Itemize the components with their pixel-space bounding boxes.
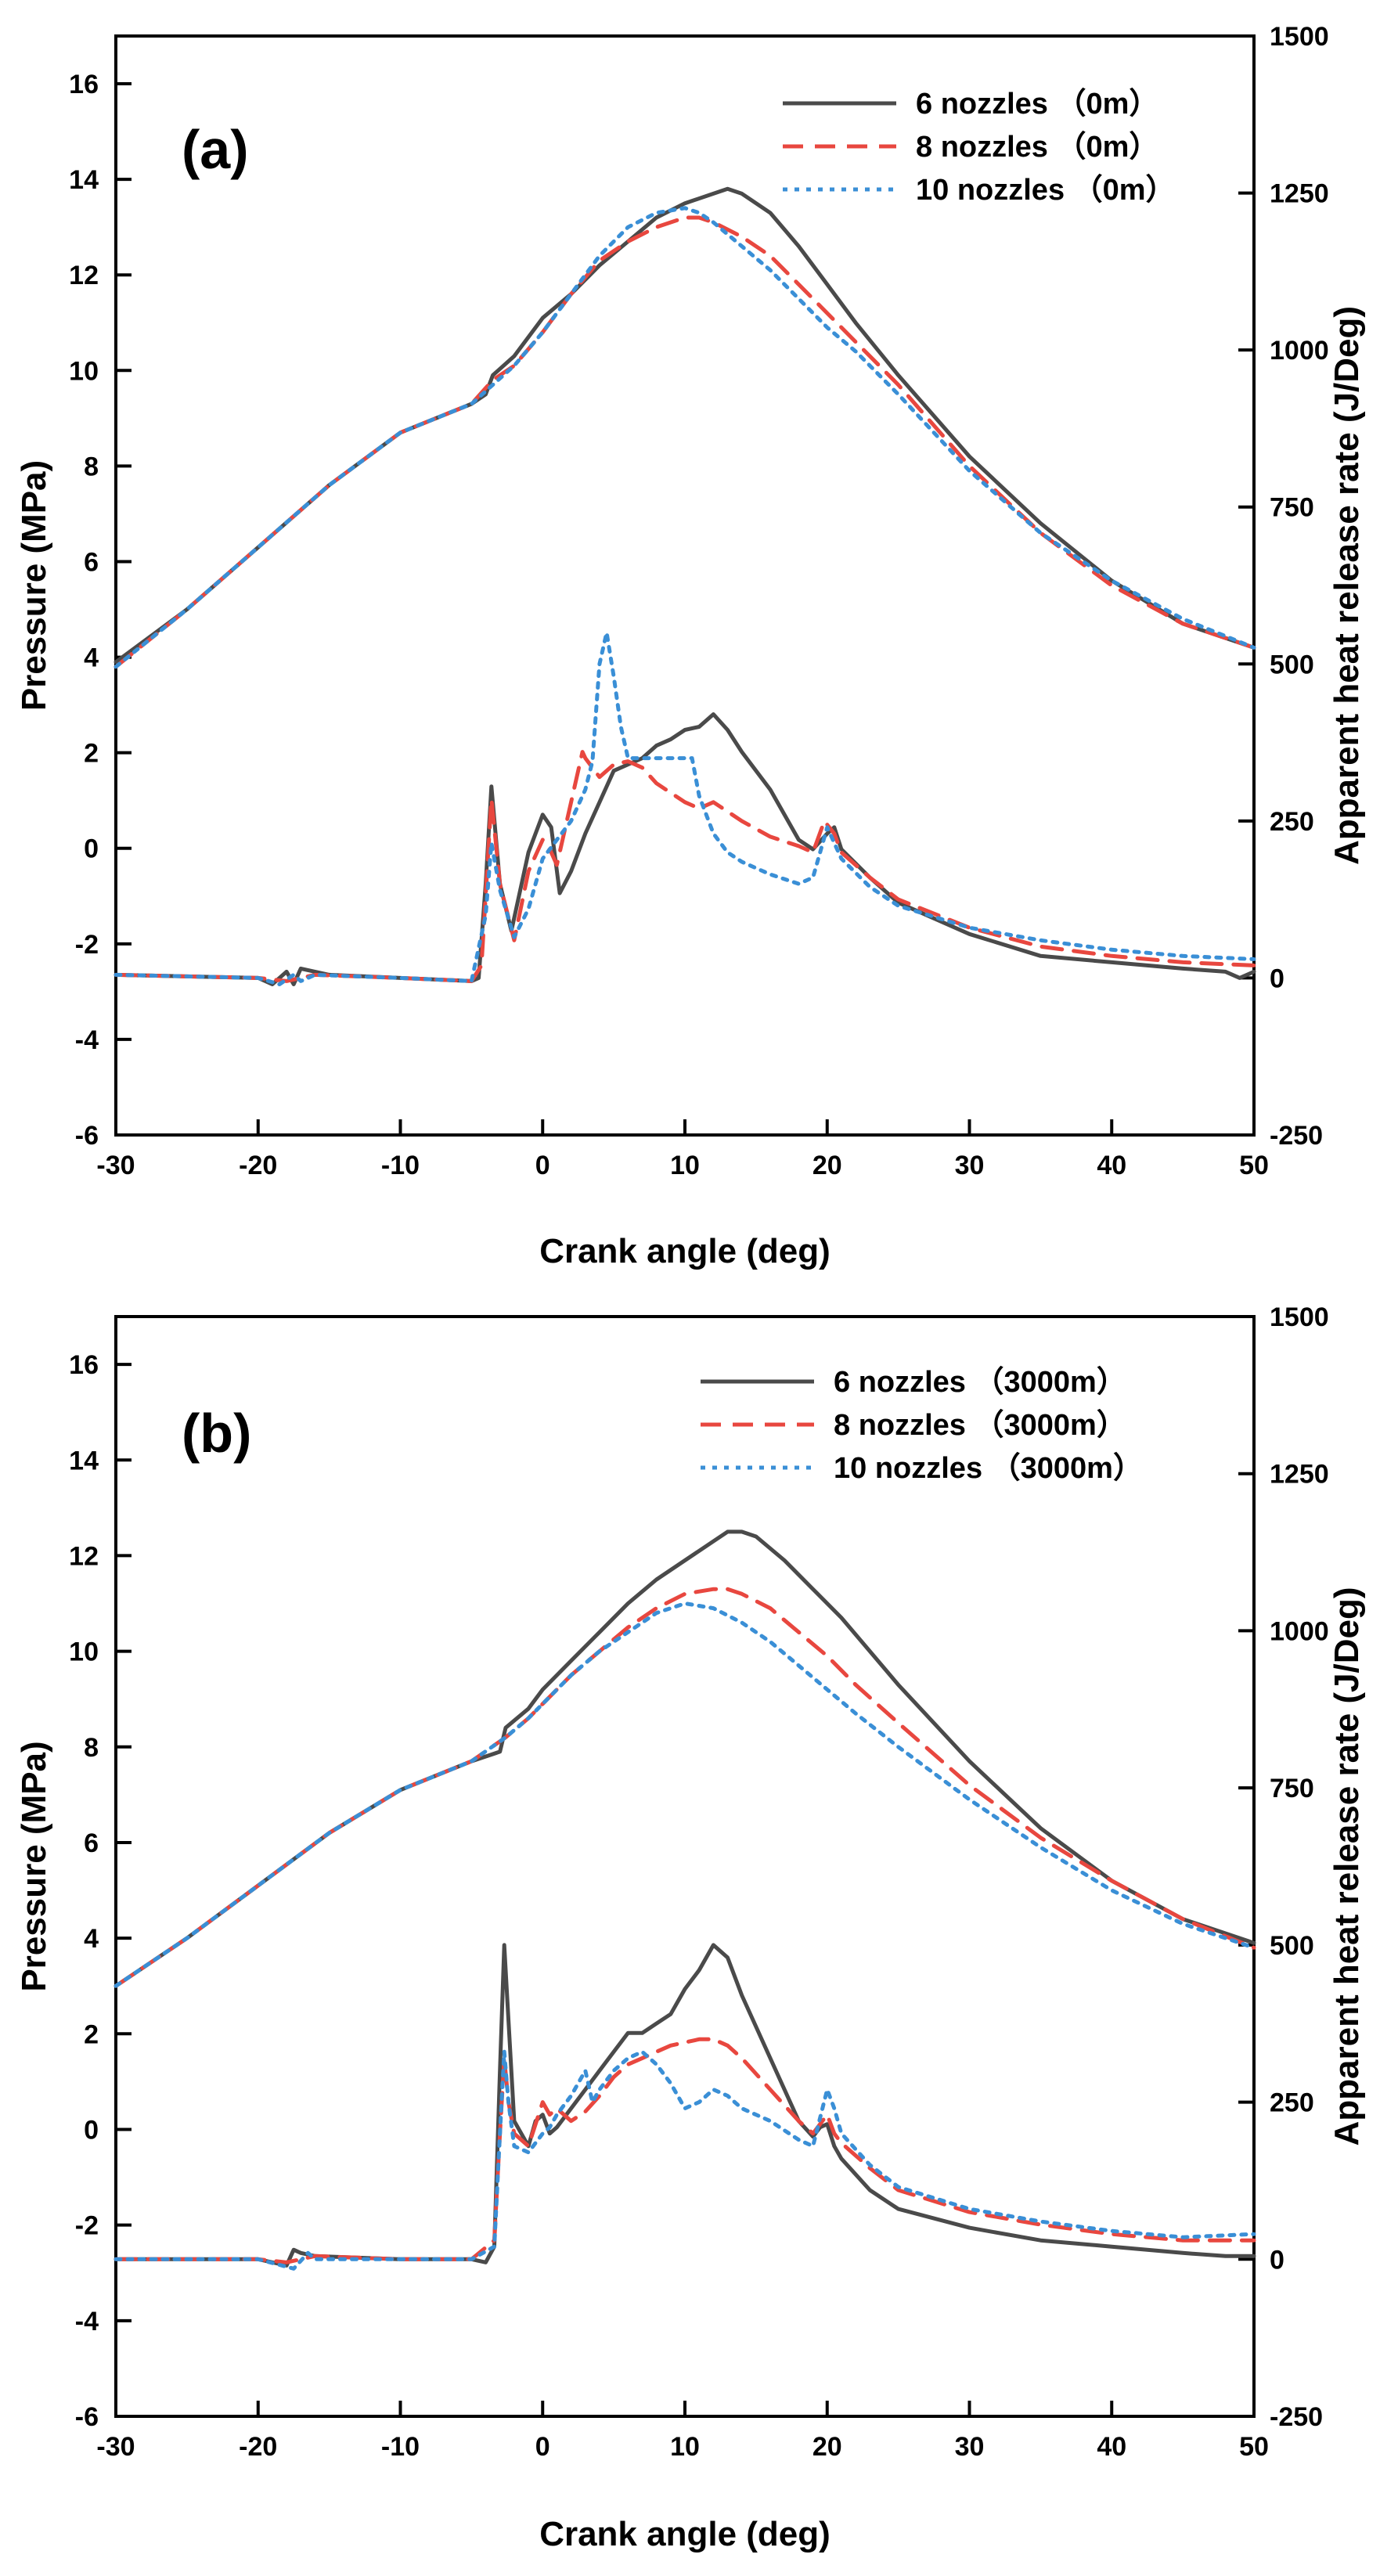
legend-label-10-nozzles: 10 nozzles （0m）	[916, 174, 1176, 207]
x-tick-label: 10	[670, 1151, 700, 1180]
x-tick-label: 0	[535, 2432, 550, 2462]
y2-tick-label: -250	[1270, 1121, 1323, 1151]
panel-label-a: (a)	[182, 119, 249, 180]
hrr-line-6-nozzles	[113, 1943, 1256, 2268]
series-lines-a	[113, 186, 1256, 986]
y2-tick-label: 750	[1270, 1774, 1314, 1803]
x-tick-label: 20	[813, 2432, 842, 2462]
y-tick-label: 0	[84, 834, 99, 864]
y-tick-label: 6	[84, 547, 99, 577]
x-tick-label: -10	[381, 2432, 420, 2462]
y-tick-label: 10	[69, 1637, 99, 1667]
y2-axis-title-b: Apparent heat release rate (J/Deg)	[1328, 1587, 1366, 2145]
y-tick-label: 12	[69, 1541, 99, 1571]
x-tick-label: -10	[381, 1151, 420, 1180]
x-tick-label: 30	[955, 2432, 985, 2462]
y-tick-label: -6	[75, 2402, 99, 2432]
legend-label-8-nozzles: 8 nozzles （3000m）	[834, 1409, 1126, 1442]
pressure-line-6-nozzles	[113, 1529, 1256, 1988]
y-tick-label: 16	[69, 70, 99, 99]
x-tick-label: -30	[96, 1151, 135, 1180]
x-tick-label: 50	[1239, 2432, 1269, 2462]
panel-label-b: (b)	[182, 1403, 251, 1464]
y-tick-label: 14	[69, 1446, 99, 1475]
y2-tick-label: 500	[1270, 1931, 1314, 1961]
y2-tick-label: 750	[1270, 493, 1314, 523]
legend-label-6-nozzles: 6 nozzles （3000m）	[834, 1366, 1126, 1399]
y2-tick-label: 0	[1270, 964, 1285, 993]
y-tick-label: -4	[75, 1025, 99, 1055]
y2-tick-label: 1500	[1270, 22, 1329, 52]
legend-label-10-nozzles: 10 nozzles （3000m）	[834, 1452, 1143, 1485]
y-tick-label: 4	[84, 1924, 99, 1954]
y-tick-label: 14	[69, 165, 99, 195]
x-tick-label: 20	[813, 1151, 842, 1180]
y-tick-label: 10	[69, 356, 99, 386]
y-tick-label: 2	[84, 2019, 99, 2049]
series-lines-b	[113, 1529, 1256, 2271]
ticks-b: -30 -20 -10 0 10 20 30 40 50-6-4-20246810121416-…	[69, 1302, 1328, 2462]
y2-tick-label: 1250	[1270, 1460, 1329, 1490]
chart-panel-b: -30 -20 -10 0 10 20 30 40 50-6-4-20246810121416-…	[15, 1302, 1366, 2553]
x-tick-label: -30	[96, 2432, 135, 2462]
y-tick-label: -2	[75, 930, 99, 960]
x-tick-label: 10	[670, 2432, 700, 2462]
y2-tick-label: 500	[1270, 650, 1314, 679]
y-tick-label: 0	[84, 2115, 99, 2145]
y2-tick-label: 1250	[1270, 179, 1329, 209]
x-tick-label: 30	[955, 1151, 985, 1180]
y-tick-label: 2	[84, 739, 99, 769]
y-axis-title-b: Pressure (MPa)	[15, 1741, 53, 1991]
y-tick-label: 4	[84, 643, 99, 673]
legend-b: 6 nozzles （3000m） 8 nozzles （3000m） 10 n…	[701, 1366, 1143, 1485]
chart-panel-a: -30 -20 -10 0 10 20 30 40 50-6-4-20246810121416-…	[15, 22, 1366, 1270]
x-tick-label: -20	[239, 2432, 277, 2462]
hrr-line-10-nozzles	[113, 2049, 1256, 2271]
x-tick-label: 40	[1097, 2432, 1126, 2462]
y-tick-label: -4	[75, 2307, 99, 2336]
y2-tick-label: 1000	[1270, 1616, 1329, 1646]
legend-label-6-nozzles: 6 nozzles （0m）	[916, 88, 1158, 121]
x-tick-label: 40	[1097, 1151, 1126, 1180]
y-tick-label: 12	[69, 261, 99, 290]
y2-tick-label: 1500	[1270, 1302, 1329, 1332]
hrr-line-6-nozzles	[113, 712, 1256, 986]
x-tick-label: -20	[239, 1151, 277, 1180]
y2-tick-label: 1000	[1270, 336, 1329, 366]
x-axis-title-b: Crank angle (deg)	[539, 2515, 831, 2553]
y-tick-label: 8	[84, 1733, 99, 1763]
x-tick-label: 0	[535, 1151, 550, 1180]
hrr-line-8-nozzles	[113, 750, 1256, 983]
y2-tick-label: 250	[1270, 2088, 1314, 2118]
pressure-line-10-nozzles	[113, 1601, 1256, 1988]
x-tick-label: 50	[1239, 1151, 1269, 1180]
pressure-line-8-nozzles	[113, 215, 1256, 669]
y-tick-label: -6	[75, 1121, 99, 1151]
pressure-line-8-nozzles	[113, 1587, 1256, 1988]
hrr-line-10-nozzles	[113, 630, 1256, 986]
y-tick-label: 6	[84, 1828, 99, 1858]
legend-a: 6 nozzles （0m） 8 nozzles （0m） 10 nozzles…	[783, 88, 1176, 207]
y-tick-label: -2	[75, 2211, 99, 2241]
legend-label-8-nozzles: 8 nozzles （0m）	[916, 131, 1158, 164]
y-tick-label: 16	[69, 1350, 99, 1380]
y2-tick-label: -250	[1270, 2402, 1323, 2432]
y-tick-label: 8	[84, 452, 99, 481]
pressure-line-10-nozzles	[113, 206, 1256, 669]
y2-axis-title-a: Apparent heat release rate (J/Deg)	[1328, 306, 1366, 865]
pressure-line-6-nozzles	[113, 186, 1256, 665]
hrr-line-8-nozzles	[113, 2037, 1256, 2264]
ticks-a: -30 -20 -10 0 10 20 30 40 50-6-4-20246810121416-…	[69, 22, 1328, 1180]
x-axis-title-a: Crank angle (deg)	[539, 1232, 831, 1270]
y2-tick-label: 250	[1270, 807, 1314, 837]
y-axis-title-a: Pressure (MPa)	[15, 460, 53, 711]
y2-tick-label: 0	[1270, 2245, 1285, 2275]
